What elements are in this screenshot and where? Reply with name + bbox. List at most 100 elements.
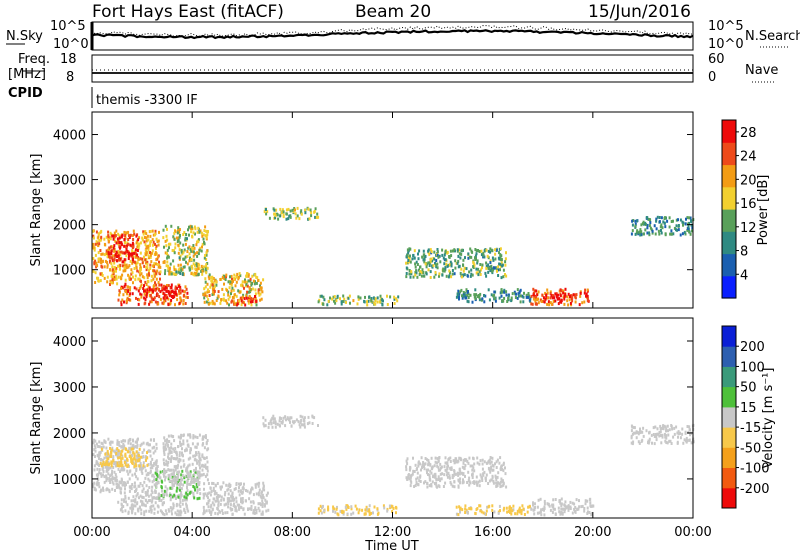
power-cell: [168, 272, 171, 276]
velocity-cell: [267, 508, 270, 512]
power-cell: [689, 232, 692, 236]
power-cell: [153, 269, 156, 273]
power-cell: [178, 267, 181, 271]
velocity-cell: [193, 469, 196, 473]
power-cell: [466, 293, 469, 297]
power-cell: [149, 255, 152, 259]
power-cell: [679, 233, 682, 237]
power-cell: [434, 271, 437, 274]
power-cell: [533, 289, 536, 293]
velocity-cell: [130, 484, 133, 488]
power-cell: [211, 293, 214, 296]
power-cell: [465, 267, 468, 271]
power-cell: [670, 232, 673, 236]
power-cell: [441, 253, 444, 257]
velocity-cell: [144, 504, 147, 508]
power-cell: [436, 262, 439, 266]
power-cell: [180, 248, 183, 252]
velocity-cell: [203, 446, 206, 450]
power-cell: [138, 298, 141, 302]
velocity-cell: [100, 488, 103, 492]
velocity-cell: [169, 494, 172, 498]
power-cell: [116, 237, 119, 241]
power-cell: [487, 270, 490, 274]
velocity-cell: [352, 511, 355, 515]
velocity-cell: [107, 468, 110, 472]
power-cell: [144, 280, 147, 284]
velocity-cell: [313, 416, 316, 420]
velocity-cell: [196, 442, 199, 446]
velocity-cell: [203, 457, 206, 460]
velocity-cell: [172, 477, 175, 481]
power-cell: [567, 303, 570, 307]
velocity-cell: [482, 472, 485, 476]
power-cell: [467, 300, 470, 304]
power-cell: [156, 286, 159, 290]
power-cell: [542, 299, 545, 303]
power-cell: [237, 289, 240, 293]
velocity-cell: [489, 456, 492, 459]
velocity-cell: [147, 477, 150, 481]
power-cell: [146, 246, 149, 250]
velocity-cell: [267, 422, 270, 426]
power-cell: [205, 236, 208, 240]
velocity-cell: [102, 486, 104, 490]
velocity-cell: [411, 472, 414, 476]
velocity-cell: [457, 513, 460, 517]
velocity-cell: [512, 504, 515, 508]
velocity-cell: [223, 503, 226, 507]
power-cell: [435, 263, 438, 267]
power-cell: [92, 229, 94, 233]
xtick-label: 00:00: [674, 525, 711, 540]
velocity-cell: [133, 485, 136, 489]
velocity-cell: [262, 422, 265, 426]
velocity-cell: [146, 493, 149, 497]
velocity-cell: [179, 486, 182, 490]
power-cell: [170, 286, 173, 290]
velocity-cell: [350, 507, 353, 511]
power-cell: [586, 297, 589, 301]
velocity-cell: [114, 450, 117, 454]
velocity-cell: [306, 422, 309, 426]
velocity-cell: [439, 462, 442, 466]
velocity-cell: [323, 509, 326, 513]
power-cell: [101, 265, 104, 269]
power-cell: [235, 294, 238, 298]
power-cell: [163, 260, 166, 263]
velocity-cell: [445, 470, 448, 474]
power-cell: [423, 260, 426, 264]
power-cell: [455, 295, 458, 299]
power-cell: [428, 252, 431, 256]
power-cell: [106, 263, 109, 267]
velocity-cell: [307, 415, 310, 419]
power-cell: [125, 266, 128, 270]
velocity-cell: [197, 459, 200, 463]
power-cell: [340, 302, 343, 306]
power-cell: [120, 242, 123, 246]
power-cell: [181, 252, 184, 256]
power-cell: [519, 294, 522, 298]
colorbar-tick-label: 200: [740, 340, 765, 355]
velocity-cell: [192, 492, 195, 495]
power-cell: [141, 257, 144, 261]
power-cell: [179, 272, 182, 275]
power-cell: [175, 236, 178, 240]
velocity-cell: [127, 441, 130, 445]
power-cell: [395, 297, 397, 301]
power-cell: [658, 220, 661, 224]
power-cell: [494, 252, 497, 256]
power-cell: [152, 233, 155, 237]
power-cell: [121, 233, 124, 237]
velocity-cell: [475, 475, 478, 479]
velocity-cell: [567, 507, 570, 510]
power-cell: [173, 272, 176, 276]
power-cell: [158, 260, 160, 264]
velocity-cell: [660, 441, 663, 445]
power-cell: [374, 299, 377, 303]
velocity-cell: [125, 500, 127, 504]
velocity-cell: [638, 441, 641, 445]
velocity-cell: [478, 462, 481, 466]
velocity-cell: [158, 499, 161, 502]
freq-tick-bottom: 8: [66, 70, 74, 85]
power-cell: [504, 257, 507, 261]
